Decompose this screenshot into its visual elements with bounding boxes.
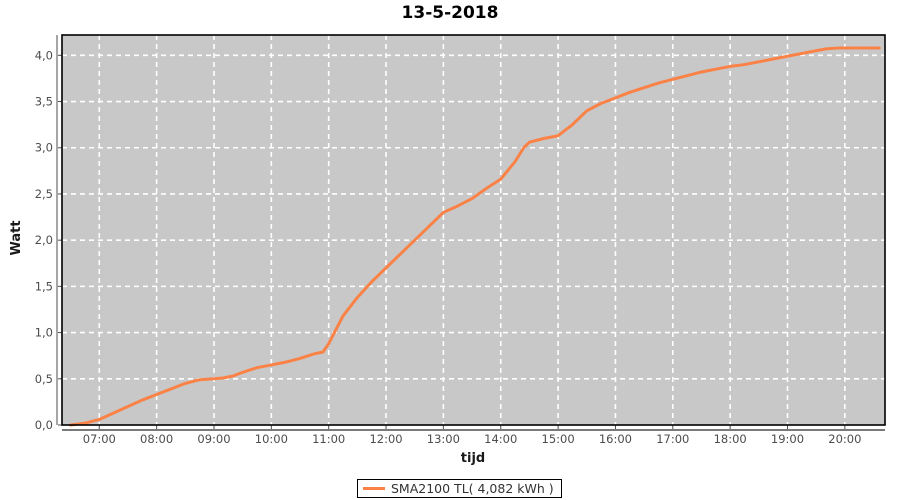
plot-background [62,35,885,425]
plot-frame-group [61,34,886,426]
x-tick-label: 08:00 [140,432,173,446]
x-tick-label: 10:00 [255,432,288,446]
x-axis-title: tijd [461,451,485,466]
x-tick-label: 11:00 [312,432,345,446]
y-tick-label: 3,5 [35,95,53,109]
y-tick-label: 1,5 [35,279,53,293]
y-tick-label: 2,0 [35,233,53,247]
y-tick-label: 3,0 [35,141,53,155]
x-tick-label: 19:00 [771,432,804,446]
x-tick-label: 17:00 [656,432,689,446]
x-tick-label: 07:00 [83,432,116,446]
x-tick-label: 13:00 [427,432,460,446]
series-line [69,46,881,427]
legend-entry-label: SMA2100 TL( 4,082 kWh ) [391,481,554,496]
x-tick-label: 18:00 [714,432,747,446]
x-tick-label: 16:00 [599,432,632,446]
y-tick-label: 1,0 [35,326,53,340]
plot-frame [61,34,886,426]
x-tick-label: 15:00 [542,432,575,446]
x-tick-label: 09:00 [197,432,230,446]
y-axis-title: Watt [9,220,24,255]
x-tick-label: 14:00 [484,432,517,446]
plot-background-group [62,35,885,425]
chart-title: 13-5-2018 [401,3,499,23]
x-tick-label: 12:00 [369,432,402,446]
legend[interactable]: SMA2100 TL( 4,082 kWh ) [357,479,562,498]
y-tick-label: 4,0 [35,48,53,62]
legend-color-swatch [363,487,385,490]
axis-tick-labels: 07:00 08:00 09:00 10:00 11:00 12:00 13:00 14:00… [35,48,862,446]
data-series [69,46,881,427]
y-tick-label: 0,0 [35,418,53,432]
x-tick-label: 20:00 [828,432,861,446]
y-tick-label: 2,5 [35,187,53,201]
y-tick-label: 0,5 [35,372,53,386]
axis-ticks [56,35,885,431]
